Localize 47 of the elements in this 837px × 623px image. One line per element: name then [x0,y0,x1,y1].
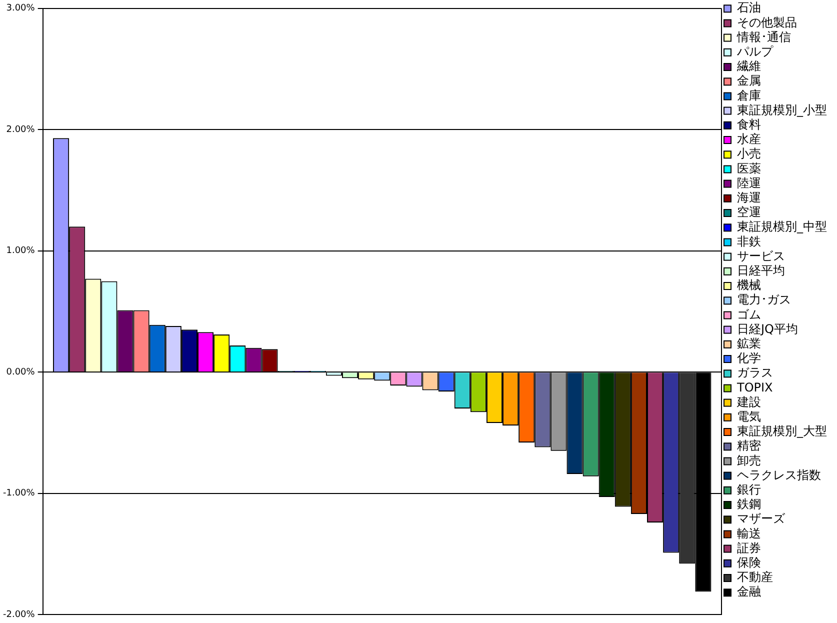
legend-label: 医薬 [737,161,761,176]
legend-label: TOPIX [736,380,773,394]
legend-label: 建設 [736,394,761,409]
y-tick-label: 3.00% [6,4,36,14]
legend-label: 化学 [737,351,761,366]
legend-label: 金融 [737,584,761,599]
y-tick-label: -1.00% [2,488,36,499]
legend-label: 機械 [737,278,761,292]
legend-label: 不動産 [737,570,773,584]
legend-label: 海運 [737,190,761,205]
legend-label: その他製品 [737,15,797,30]
legend-label: 東証規模別_中型 [737,220,827,234]
legend-label: 小売 [737,146,761,161]
legend-label: ヘラクレス指数 [737,468,821,482]
legend-label: 繊維 [736,59,761,74]
legend-label: 電気 [737,410,761,424]
legend-label: ゴム [737,307,761,322]
legend-label: 鉄鋼 [737,497,761,512]
legend-label: 倉庫 [737,88,761,102]
legend-label: 金属 [737,74,761,88]
legend-label: 東証規模別_小型 [737,102,827,117]
legend-label: マザーズ [737,512,786,526]
legend-label: 卸売 [737,453,761,468]
legend-label: 保険 [737,556,761,570]
legend-label: 情報･通信 [736,30,791,44]
y-tick-label: 2.00% [6,124,36,135]
legend-label: サービス [737,248,785,263]
legend-label: 水産 [737,132,761,146]
legend-label: 鉱業 [737,336,761,351]
y-tick-label: 1.00% [6,246,36,256]
legend-label: 電力･ガス [737,292,791,307]
y-tick-label: 0.00% [6,367,36,378]
legend-label: 石油 [737,0,761,15]
legend-label: 銀行 [737,482,761,497]
legend-label: 空運 [737,205,761,220]
legend-label: 東証規模別_大型 [737,424,827,438]
legend-label: 日経JQ平均 [737,322,798,336]
legend-label: 輸送 [737,526,761,540]
legend-label: 証券 [737,540,761,555]
legend-label: 非鉄 [737,234,761,248]
legend-label: 陸運 [737,176,761,190]
legend-label: ガラス [737,366,773,380]
legend-label: 精密 [737,438,761,453]
legend-label: 日経平均 [737,264,785,278]
y-tick-label: -2.00% [2,610,36,620]
legend-label: パルプ [736,44,774,59]
legend-label: 食料 [737,118,761,132]
